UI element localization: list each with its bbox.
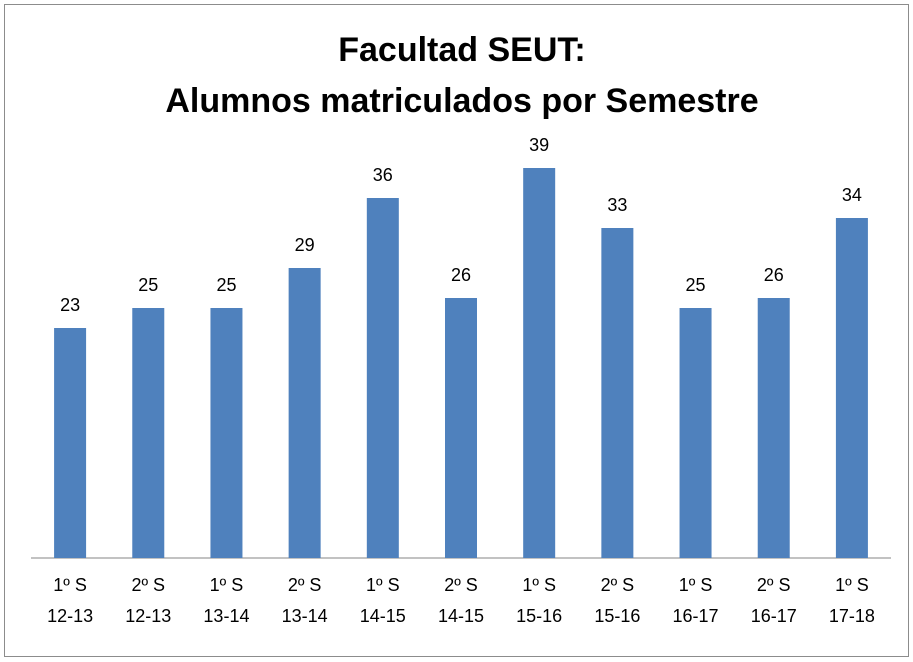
x-tick-label: 12-13 — [47, 606, 93, 626]
bar — [601, 228, 634, 558]
bar — [210, 308, 243, 558]
bar — [366, 198, 399, 558]
bar — [679, 308, 712, 558]
data-label: 26 — [764, 265, 784, 285]
data-label: 34 — [842, 185, 862, 205]
bar — [132, 308, 165, 558]
x-tick-label: 15-16 — [594, 606, 640, 626]
x-tick-label: 13-14 — [203, 606, 249, 626]
data-label: 29 — [295, 235, 315, 255]
data-label: 39 — [529, 135, 549, 155]
x-tick-label: 1º S — [210, 575, 244, 595]
x-tick-label: 1º S — [366, 575, 400, 595]
data-label: 23 — [60, 295, 80, 315]
x-tick-label: 1º S — [53, 575, 87, 595]
bar — [757, 298, 790, 558]
data-label: 33 — [607, 195, 627, 215]
x-tick-label: 14-15 — [438, 606, 484, 626]
data-label: 36 — [373, 165, 393, 185]
x-tick-label: 13-14 — [282, 606, 328, 626]
data-label: 25 — [138, 275, 158, 295]
x-tick-label: 2º S — [131, 575, 165, 595]
x-tick-label: 17-18 — [829, 606, 875, 626]
x-tick-label: 2º S — [601, 575, 635, 595]
x-tick-label: 1º S — [679, 575, 713, 595]
chart-title: Facultad SEUT: — [338, 31, 585, 69]
x-tick-label: 16-17 — [673, 606, 719, 626]
x-tick-label: 1º S — [522, 575, 556, 595]
x-tick-label: 1º S — [835, 575, 869, 595]
data-label: 25 — [216, 275, 236, 295]
data-label: 26 — [451, 265, 471, 285]
bar — [288, 268, 321, 558]
data-label: 25 — [686, 275, 706, 295]
chart-title: Alumnos matriculados por Semestre — [165, 82, 758, 120]
x-tick-label: 2º S — [288, 575, 322, 595]
x-tick-label: 16-17 — [751, 606, 797, 626]
bar — [835, 218, 868, 558]
bar — [523, 168, 556, 558]
x-tick-label: 12-13 — [125, 606, 171, 626]
bar — [54, 328, 87, 558]
x-tick-label: 2º S — [757, 575, 791, 595]
x-tick-label: 14-15 — [360, 606, 406, 626]
x-tick-label: 15-16 — [516, 606, 562, 626]
bar — [445, 298, 477, 558]
x-tick-label: 2º S — [444, 575, 478, 595]
